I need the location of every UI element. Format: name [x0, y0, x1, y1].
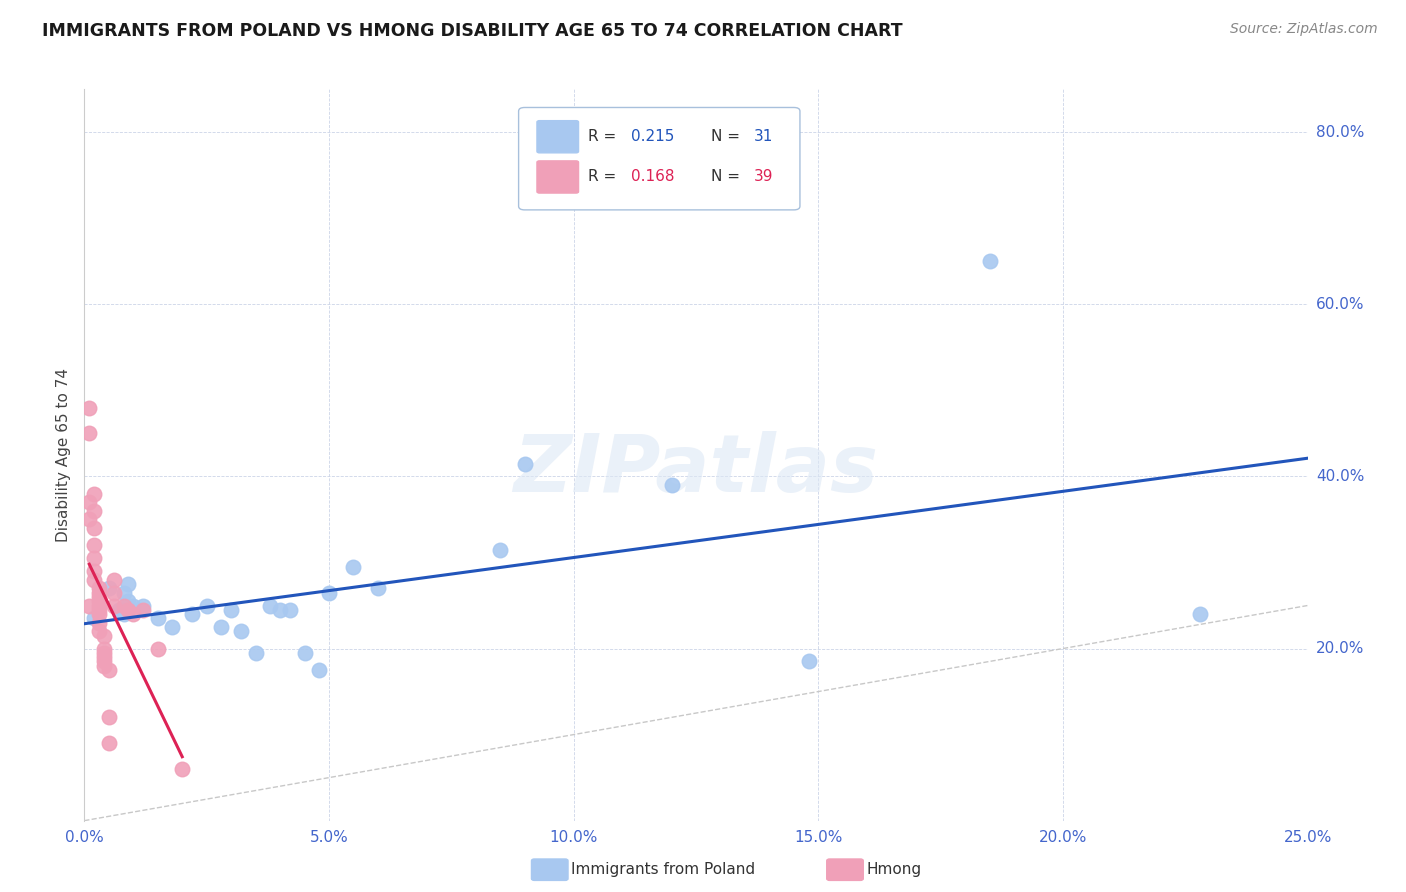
- Point: [117, 603, 139, 617]
- Point: [103, 585, 125, 599]
- Point: [318, 585, 340, 599]
- Point: [367, 582, 389, 596]
- Point: [87, 615, 110, 630]
- Point: [77, 426, 100, 441]
- Point: [797, 655, 820, 669]
- Point: [87, 594, 110, 608]
- Point: [259, 599, 281, 613]
- Point: [245, 646, 267, 660]
- Point: [209, 620, 232, 634]
- Point: [97, 663, 120, 677]
- Point: [87, 603, 110, 617]
- Point: [308, 663, 330, 677]
- Text: 20.0%: 20.0%: [1316, 641, 1364, 656]
- Point: [146, 641, 169, 656]
- Text: IMMIGRANTS FROM POLAND VS HMONG DISABILITY AGE 65 TO 74 CORRELATION CHART: IMMIGRANTS FROM POLAND VS HMONG DISABILI…: [42, 22, 903, 40]
- Point: [83, 611, 105, 625]
- Point: [979, 254, 1001, 268]
- FancyBboxPatch shape: [537, 161, 578, 193]
- Point: [269, 603, 291, 617]
- Point: [77, 599, 100, 613]
- Point: [181, 607, 204, 621]
- Point: [83, 486, 105, 500]
- Point: [489, 542, 512, 557]
- Point: [107, 603, 129, 617]
- Point: [83, 504, 105, 518]
- Point: [122, 607, 145, 621]
- Point: [112, 599, 135, 613]
- Point: [87, 585, 110, 599]
- Point: [103, 573, 125, 587]
- Text: R =: R =: [588, 129, 621, 145]
- Point: [87, 582, 110, 596]
- Point: [342, 559, 364, 574]
- Point: [219, 603, 242, 617]
- Point: [294, 646, 316, 660]
- Point: [83, 564, 105, 578]
- Text: 39: 39: [754, 169, 773, 185]
- Text: R =: R =: [588, 169, 621, 185]
- Point: [77, 495, 100, 509]
- Text: ZIPatlas: ZIPatlas: [513, 431, 879, 508]
- Point: [93, 658, 115, 673]
- Point: [97, 710, 120, 724]
- Point: [122, 599, 145, 613]
- Point: [278, 603, 301, 617]
- Point: [132, 603, 155, 617]
- Point: [112, 585, 135, 599]
- Point: [132, 599, 155, 613]
- FancyBboxPatch shape: [519, 108, 800, 210]
- Point: [87, 599, 110, 613]
- Text: Immigrants from Poland: Immigrants from Poland: [571, 863, 755, 877]
- Point: [1188, 607, 1211, 621]
- Text: Hmong: Hmong: [866, 863, 921, 877]
- Text: N =: N =: [710, 129, 745, 145]
- Text: 0.215: 0.215: [631, 129, 675, 145]
- Point: [87, 607, 110, 621]
- Point: [93, 650, 115, 665]
- Point: [87, 624, 110, 639]
- Point: [83, 551, 105, 566]
- Point: [146, 611, 169, 625]
- Point: [87, 590, 110, 604]
- Point: [117, 594, 139, 608]
- Point: [112, 607, 135, 621]
- Y-axis label: Disability Age 65 to 74: Disability Age 65 to 74: [56, 368, 72, 542]
- Point: [83, 538, 105, 552]
- Point: [229, 624, 252, 639]
- Text: 40.0%: 40.0%: [1316, 469, 1364, 484]
- Text: Source: ZipAtlas.com: Source: ZipAtlas.com: [1230, 22, 1378, 37]
- Point: [195, 599, 218, 613]
- Point: [77, 401, 100, 415]
- Point: [93, 629, 115, 643]
- Point: [172, 762, 194, 776]
- Point: [93, 655, 115, 669]
- FancyBboxPatch shape: [537, 120, 578, 153]
- Point: [513, 457, 536, 471]
- Point: [97, 582, 120, 596]
- Text: N =: N =: [710, 169, 745, 185]
- Point: [117, 577, 139, 591]
- Point: [661, 478, 683, 492]
- Text: 60.0%: 60.0%: [1316, 297, 1364, 312]
- Point: [77, 512, 100, 526]
- Text: 31: 31: [754, 129, 773, 145]
- Point: [83, 573, 105, 587]
- Point: [162, 620, 184, 634]
- Text: 0.168: 0.168: [631, 169, 675, 185]
- Point: [93, 646, 115, 660]
- Point: [93, 641, 115, 656]
- Point: [83, 521, 105, 535]
- Point: [103, 599, 125, 613]
- Text: 80.0%: 80.0%: [1316, 125, 1364, 140]
- Point: [97, 736, 120, 750]
